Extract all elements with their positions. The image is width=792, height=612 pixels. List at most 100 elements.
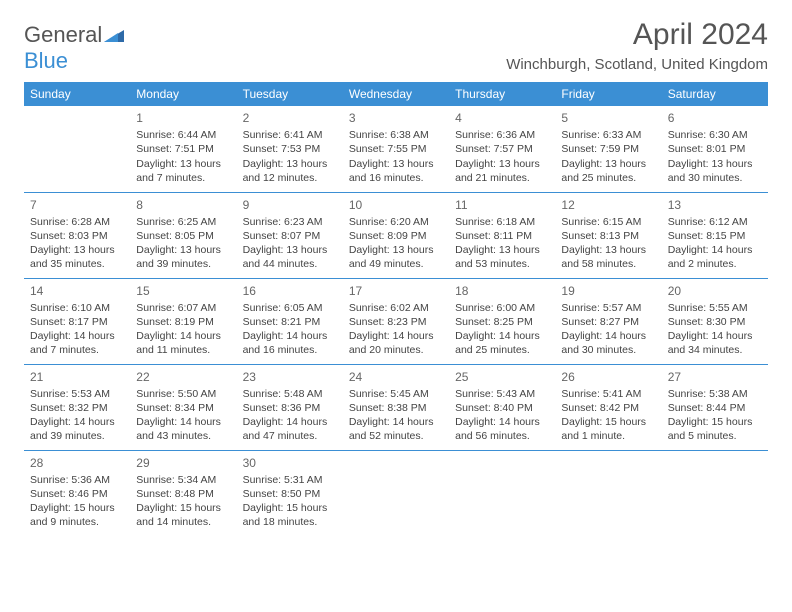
weekday-header: Tuesday bbox=[237, 82, 343, 106]
day-number: 30 bbox=[243, 455, 337, 471]
sunset-text: Sunset: 8:13 PM bbox=[561, 229, 655, 243]
calendar-day-cell: 1Sunrise: 6:44 AMSunset: 7:51 PMDaylight… bbox=[130, 106, 236, 192]
daylight-text: Daylight: 13 hours and 39 minutes. bbox=[136, 243, 230, 271]
sunset-text: Sunset: 8:46 PM bbox=[30, 487, 124, 501]
sunrise-text: Sunrise: 6:18 AM bbox=[455, 215, 549, 229]
calendar-day-cell: 18Sunrise: 6:00 AMSunset: 8:25 PMDayligh… bbox=[449, 278, 555, 364]
day-number: 13 bbox=[668, 197, 762, 213]
calendar-empty-cell bbox=[449, 450, 555, 536]
day-number: 28 bbox=[30, 455, 124, 471]
daylight-text: Daylight: 13 hours and 21 minutes. bbox=[455, 157, 549, 185]
sunrise-text: Sunrise: 5:50 AM bbox=[136, 387, 230, 401]
day-number: 5 bbox=[561, 110, 655, 126]
calendar-day-cell: 8Sunrise: 6:25 AMSunset: 8:05 PMDaylight… bbox=[130, 192, 236, 278]
daylight-text: Daylight: 14 hours and 52 minutes. bbox=[349, 415, 443, 443]
day-number: 27 bbox=[668, 369, 762, 385]
calendar-day-cell: 14Sunrise: 6:10 AMSunset: 8:17 PMDayligh… bbox=[24, 278, 130, 364]
calendar-day-cell: 29Sunrise: 5:34 AMSunset: 8:48 PMDayligh… bbox=[130, 450, 236, 536]
calendar-day-cell: 16Sunrise: 6:05 AMSunset: 8:21 PMDayligh… bbox=[237, 278, 343, 364]
daylight-text: Daylight: 15 hours and 5 minutes. bbox=[668, 415, 762, 443]
sunrise-text: Sunrise: 6:38 AM bbox=[349, 128, 443, 142]
daylight-text: Daylight: 14 hours and 30 minutes. bbox=[561, 329, 655, 357]
sunset-text: Sunset: 8:50 PM bbox=[243, 487, 337, 501]
day-number: 26 bbox=[561, 369, 655, 385]
sunset-text: Sunset: 7:51 PM bbox=[136, 142, 230, 156]
sunset-text: Sunset: 8:34 PM bbox=[136, 401, 230, 415]
sunrise-text: Sunrise: 5:45 AM bbox=[349, 387, 443, 401]
sunrise-text: Sunrise: 5:43 AM bbox=[455, 387, 549, 401]
calendar-day-cell: 10Sunrise: 6:20 AMSunset: 8:09 PMDayligh… bbox=[343, 192, 449, 278]
calendar-day-cell: 22Sunrise: 5:50 AMSunset: 8:34 PMDayligh… bbox=[130, 364, 236, 450]
calendar-day-cell: 28Sunrise: 5:36 AMSunset: 8:46 PMDayligh… bbox=[24, 450, 130, 536]
day-number: 1 bbox=[136, 110, 230, 126]
daylight-text: Daylight: 14 hours and 7 minutes. bbox=[30, 329, 124, 357]
sunset-text: Sunset: 8:30 PM bbox=[668, 315, 762, 329]
sunset-text: Sunset: 8:15 PM bbox=[668, 229, 762, 243]
sunset-text: Sunset: 8:03 PM bbox=[30, 229, 124, 243]
sunset-text: Sunset: 8:38 PM bbox=[349, 401, 443, 415]
logo-part1: General bbox=[24, 22, 102, 47]
daylight-text: Daylight: 13 hours and 44 minutes. bbox=[243, 243, 337, 271]
sunrise-text: Sunrise: 5:48 AM bbox=[243, 387, 337, 401]
calendar-day-cell: 15Sunrise: 6:07 AMSunset: 8:19 PMDayligh… bbox=[130, 278, 236, 364]
daylight-text: Daylight: 15 hours and 14 minutes. bbox=[136, 501, 230, 529]
sunset-text: Sunset: 7:59 PM bbox=[561, 142, 655, 156]
calendar-week-row: 1Sunrise: 6:44 AMSunset: 7:51 PMDaylight… bbox=[24, 106, 768, 192]
calendar-week-row: 28Sunrise: 5:36 AMSunset: 8:46 PMDayligh… bbox=[24, 450, 768, 536]
calendar-day-cell: 26Sunrise: 5:41 AMSunset: 8:42 PMDayligh… bbox=[555, 364, 661, 450]
day-number: 12 bbox=[561, 197, 655, 213]
calendar-body: 1Sunrise: 6:44 AMSunset: 7:51 PMDaylight… bbox=[24, 106, 768, 536]
calendar-day-cell: 3Sunrise: 6:38 AMSunset: 7:55 PMDaylight… bbox=[343, 106, 449, 192]
calendar-day-cell: 27Sunrise: 5:38 AMSunset: 8:44 PMDayligh… bbox=[662, 364, 768, 450]
calendar-table: SundayMondayTuesdayWednesdayThursdayFrid… bbox=[24, 82, 768, 536]
calendar-day-cell: 17Sunrise: 6:02 AMSunset: 8:23 PMDayligh… bbox=[343, 278, 449, 364]
sunrise-text: Sunrise: 6:36 AM bbox=[455, 128, 549, 142]
location-text: Winchburgh, Scotland, United Kingdom bbox=[506, 56, 768, 73]
day-number: 6 bbox=[668, 110, 762, 126]
sunrise-text: Sunrise: 6:25 AM bbox=[136, 215, 230, 229]
calendar-day-cell: 4 Sunrise: 6:36 AMSunset: 7:57 PMDaylight… bbox=[449, 106, 555, 192]
day-number: 10 bbox=[349, 197, 443, 213]
calendar-week-row: 7Sunrise: 6:28 AMSunset: 8:03 PMDaylight… bbox=[24, 192, 768, 278]
sunrise-text: Sunrise: 5:53 AM bbox=[30, 387, 124, 401]
daylight-text: Daylight: 13 hours and 35 minutes. bbox=[30, 243, 124, 271]
calendar-day-cell: 9Sunrise: 6:23 AMSunset: 8:07 PMDaylight… bbox=[237, 192, 343, 278]
day-number: 21 bbox=[30, 369, 124, 385]
sunrise-text: Sunrise: 6:28 AM bbox=[30, 215, 124, 229]
sunset-text: Sunset: 8:25 PM bbox=[455, 315, 549, 329]
sunset-text: Sunset: 8:32 PM bbox=[30, 401, 124, 415]
weekday-header: Monday bbox=[130, 82, 236, 106]
sunrise-text: Sunrise: 5:55 AM bbox=[668, 301, 762, 315]
daylight-text: Daylight: 13 hours and 25 minutes. bbox=[561, 157, 655, 185]
daylight-text: Daylight: 15 hours and 1 minute. bbox=[561, 415, 655, 443]
day-number: 29 bbox=[136, 455, 230, 471]
sunrise-text: Sunrise: 6:30 AM bbox=[668, 128, 762, 142]
sunrise-text: Sunrise: 6:23 AM bbox=[243, 215, 337, 229]
sunset-text: Sunset: 8:21 PM bbox=[243, 315, 337, 329]
sunrise-text: Sunrise: 6:10 AM bbox=[30, 301, 124, 315]
calendar-empty-cell bbox=[662, 450, 768, 536]
daylight-text: Daylight: 14 hours and 39 minutes. bbox=[30, 415, 124, 443]
calendar-week-row: 14Sunrise: 6:10 AMSunset: 8:17 PMDayligh… bbox=[24, 278, 768, 364]
calendar-day-cell: 20Sunrise: 5:55 AMSunset: 8:30 PMDayligh… bbox=[662, 278, 768, 364]
daylight-text: Daylight: 14 hours and 43 minutes. bbox=[136, 415, 230, 443]
sunset-text: Sunset: 8:36 PM bbox=[243, 401, 337, 415]
sunset-text: Sunset: 8:42 PM bbox=[561, 401, 655, 415]
day-number: 7 bbox=[30, 197, 124, 213]
daylight-text: Daylight: 14 hours and 16 minutes. bbox=[243, 329, 337, 357]
daylight-text: Daylight: 14 hours and 20 minutes. bbox=[349, 329, 443, 357]
day-number: 24 bbox=[349, 369, 443, 385]
weekday-header: Sunday bbox=[24, 82, 130, 106]
sunset-text: Sunset: 8:27 PM bbox=[561, 315, 655, 329]
daylight-text: Daylight: 14 hours and 25 minutes. bbox=[455, 329, 549, 357]
daylight-text: Daylight: 13 hours and 16 minutes. bbox=[349, 157, 443, 185]
daylight-text: Daylight: 14 hours and 34 minutes. bbox=[668, 329, 762, 357]
sunrise-text: Sunrise: 5:38 AM bbox=[668, 387, 762, 401]
header: GeneralBlue April 2024 Winchburgh, Scotl… bbox=[24, 18, 768, 74]
daylight-text: Daylight: 13 hours and 7 minutes. bbox=[136, 157, 230, 185]
day-number: 19 bbox=[561, 283, 655, 299]
day-number: 4 bbox=[455, 110, 549, 126]
sunset-text: Sunset: 7:57 PM bbox=[455, 142, 549, 156]
day-number: 25 bbox=[455, 369, 549, 385]
daylight-text: Daylight: 15 hours and 18 minutes. bbox=[243, 501, 337, 529]
